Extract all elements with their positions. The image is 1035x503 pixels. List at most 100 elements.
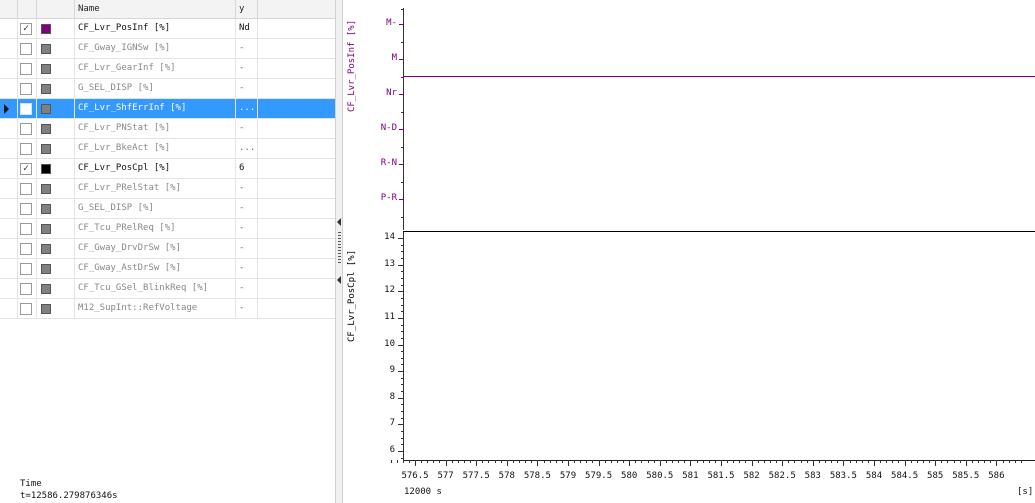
signal-color-swatch[interactable] [41,244,51,254]
y-minor-tick [401,181,403,183]
x-tick-label: 579.5 [585,471,613,481]
signal-visibility-checkbox[interactable] [20,223,32,235]
signal-row[interactable]: CF_Gway_DrvDrSw [%] - [0,239,335,259]
signal-color-swatch[interactable] [41,264,51,274]
signal-y-value: ... [239,103,256,113]
collapse-left-arrow-icon[interactable] [337,218,341,226]
signal-color-swatch[interactable] [41,204,51,214]
signal-row[interactable]: ✓ CF_Lvr_PosInf [%] Nd [0,19,335,39]
signal-visibility-checkbox[interactable]: ✓ [20,163,32,175]
signal-visibility-checkbox[interactable] [20,143,32,155]
signal-row[interactable]: M12_SupInt::RefVoltage - [0,299,335,319]
y-tick [398,264,403,266]
x-minor-tick [433,460,435,463]
signal-visibility-checkbox[interactable] [20,43,32,55]
signal-row[interactable]: CF_Tcu_GSel_BlinkReq [%] - [0,279,335,299]
x-minor-tick [531,460,533,463]
signal-row[interactable]: CF_Gway_IGNSw [%] - [0,39,335,59]
signal-color-swatch[interactable] [41,184,51,194]
signal-row[interactable]: G_SEL_DISP [%] - [0,79,335,99]
signal-visibility-checkbox[interactable]: ✓ [20,23,32,35]
panel-splitter[interactable] [335,0,343,503]
signal-color-swatch[interactable] [41,164,51,174]
x-minor-tick [525,460,527,463]
signal-visibility-checkbox[interactable] [20,123,32,135]
signal-visibility-checkbox[interactable] [20,283,32,295]
signal-plot-area[interactable]: CF_Lvr_PosInf [%] M- M Nr N-D R-N P-R CF_Lvr_Po… [343,0,1035,503]
signal-color-swatch[interactable] [41,104,51,114]
cell-separator [235,299,236,319]
signal-visibility-checkbox[interactable] [20,183,32,195]
signal-color-swatch[interactable] [41,64,51,74]
column-header-name[interactable]: Name [78,4,100,14]
x-tick [629,460,631,466]
signal-color-swatch[interactable] [41,284,51,294]
signal-row[interactable]: CF_Lvr_PNStat [%] - [0,119,335,139]
signal-color-swatch[interactable] [41,124,51,134]
x-minor-tick [616,460,618,463]
collapse-left-arrow-icon[interactable] [337,276,341,284]
x-minor-tick [519,460,521,463]
signal-visibility-checkbox[interactable] [20,303,32,315]
cell-separator [17,259,18,279]
x-minor-tick [451,460,453,463]
cell-separator [257,199,258,219]
signal-color-swatch[interactable] [41,44,51,54]
cell-separator [17,19,18,39]
cell-separator [74,299,75,319]
signal-row[interactable]: G_SEL_DISP [%] - [0,199,335,219]
signal-row[interactable]: CF_Lvr_PRelStat [%] - [0,179,335,199]
x-minor-tick [978,460,980,463]
signal-trace-posinf[interactable] [403,76,1035,77]
signal-color-swatch[interactable] [41,144,51,154]
x-minor-tick [1002,460,1004,463]
splitter-grip-icon[interactable] [338,232,341,264]
x-minor-tick [922,460,924,463]
cell-separator [257,279,258,299]
column-header-y[interactable]: y [239,4,245,14]
y-tick [399,199,403,200]
signal-visibility-checkbox[interactable] [20,243,32,255]
cell-separator [74,239,75,259]
x-minor-tick [806,460,808,463]
x-minor-tick [647,460,649,463]
signal-row[interactable]: CF_Gway_AstDrSw [%] - [0,259,335,279]
signal-color-swatch[interactable] [41,24,51,34]
cell-separator [36,239,37,259]
cell-separator [36,59,37,79]
cell-separator [257,239,258,259]
signal-color-swatch[interactable] [41,84,51,94]
signal-color-swatch[interactable] [41,224,51,234]
x-tick-label: 578.5 [523,471,551,481]
signal-name: CF_Gway_IGNSw [%] [78,43,171,53]
signal-row[interactable]: CF_Lvr_BkeAct [%]... [0,139,335,159]
signal-visibility-checkbox[interactable] [20,263,32,275]
x-tick-label: 586 [988,471,1005,481]
signal-visibility-checkbox[interactable] [20,203,32,215]
y-minor-tick [401,331,403,333]
signal-row[interactable]: CF_Tcu_PRelReq [%] - [0,219,335,239]
x-tick [598,460,600,466]
cell-separator [36,39,37,59]
cell-separator [74,219,75,239]
x-minor-tick [592,460,594,463]
y-minor-tick [401,41,403,43]
cell-separator [257,219,258,239]
signal-visibility-checkbox[interactable] [20,83,32,95]
signal-visibility-checkbox[interactable] [20,103,32,115]
y-tick [398,317,403,319]
y-tick-label: 12 [384,285,395,296]
signal-visibility-checkbox[interactable] [20,63,32,75]
y-tick [399,59,403,60]
x-minor-tick [470,460,472,463]
y-minor-tick [401,216,403,218]
header-separator [36,0,37,19]
signal-row[interactable]: ✓ CF_Lvr_PosCpl [%] 6 [0,159,335,179]
signal-color-swatch[interactable] [41,304,51,314]
y-tick [399,94,403,95]
x-tick [751,460,753,466]
signal-row[interactable]: CF_Lvr_GearInf [%] - [0,59,335,79]
signal-trace-poscpl[interactable] [403,231,1035,232]
x-minor-tick [825,460,827,463]
signal-row[interactable]: CF_Lvr_ShfErrInf [%]... [0,99,335,119]
